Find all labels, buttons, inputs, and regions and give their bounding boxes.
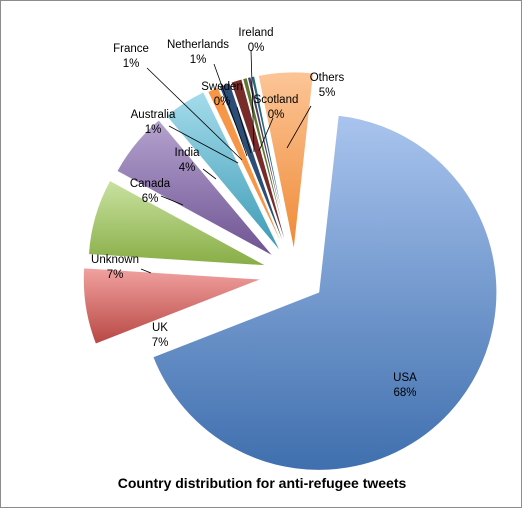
pie-slice-uk [83, 267, 262, 345]
leader-line-others [286, 105, 312, 149]
slice-label-scotland: Scotland 0% [254, 94, 299, 121]
leader-line-sweden [236, 106, 252, 154]
leader-line-australia [168, 125, 239, 164]
slice-label-ireland: Ireland 0% [238, 27, 273, 54]
slice-label-france: France 1% [113, 43, 149, 70]
leader-line-unknown [140, 268, 152, 274]
pie-slice-usa [152, 114, 498, 471]
slice-label-canada: Canada 6% [130, 178, 171, 205]
slice-label-australia: Australia 1% [131, 109, 176, 136]
pie-slice-netherlands [230, 78, 289, 252]
chart-title: Country distribution for anti-refugee tw… [118, 475, 407, 491]
pie-slice-others [257, 71, 314, 251]
slice-label-india: India 4% [175, 147, 201, 174]
pie-slice-canada [116, 119, 274, 257]
pie-slice-unknown [88, 179, 267, 267]
leader-line-netherlands [213, 63, 248, 157]
slice-label-usa: USA 68% [393, 372, 417, 399]
pie-slice-australia [207, 86, 286, 253]
slice-label-unknown: Unknown 7% [91, 254, 139, 281]
slice-label-others: Others 5% [310, 72, 345, 99]
leader-line-india [202, 168, 217, 180]
slice-label-netherlands: Netherlands 1% [167, 39, 229, 66]
leader-line-ireland [250, 49, 255, 153]
leader-line-scotland [258, 117, 274, 152]
pie-slice-ireland [247, 76, 290, 251]
pie-slice-scotland [250, 75, 291, 251]
slice-label-sweden: Sweden 0% [201, 81, 243, 108]
slice-label-uk: UK 7% [152, 322, 169, 349]
pie-slice-sweden [242, 77, 290, 251]
leader-line-france [146, 67, 243, 161]
pie-slice-india [165, 91, 282, 253]
leader-line-canada [160, 195, 184, 206]
